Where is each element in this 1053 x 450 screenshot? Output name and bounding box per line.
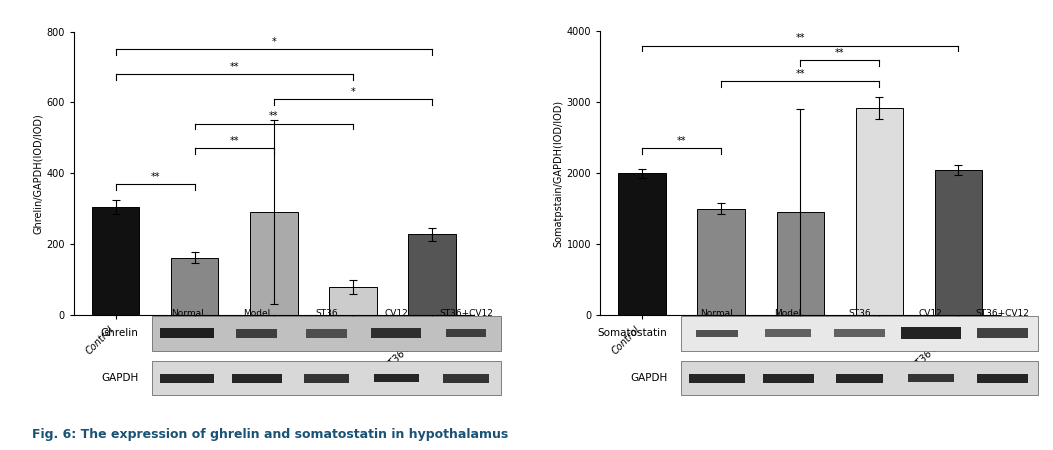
Bar xyxy=(160,328,215,338)
Bar xyxy=(250,212,298,315)
Text: ST36+CV12: ST36+CV12 xyxy=(439,309,493,318)
Text: CV12: CV12 xyxy=(384,309,409,318)
Text: *: * xyxy=(351,86,355,97)
Bar xyxy=(372,328,421,338)
Text: Normal: Normal xyxy=(171,309,203,318)
Bar xyxy=(153,361,501,395)
Bar xyxy=(92,207,139,315)
Bar xyxy=(409,234,456,315)
Text: **: ** xyxy=(677,136,687,146)
Bar xyxy=(697,209,744,315)
Bar xyxy=(762,374,814,383)
Bar xyxy=(443,374,489,382)
Text: **: ** xyxy=(269,111,279,122)
Bar xyxy=(834,329,885,338)
Bar xyxy=(935,170,982,315)
Text: **: ** xyxy=(835,48,845,58)
Bar xyxy=(171,257,218,315)
Bar xyxy=(977,328,1028,338)
Text: Normal: Normal xyxy=(700,309,733,318)
Text: **: ** xyxy=(230,136,239,146)
Bar xyxy=(681,316,1038,351)
Bar xyxy=(977,374,1028,382)
Bar xyxy=(374,374,419,382)
Bar xyxy=(836,374,882,382)
Text: Model: Model xyxy=(775,309,801,318)
Bar xyxy=(681,361,1038,395)
Bar xyxy=(696,330,737,337)
Text: **: ** xyxy=(151,171,160,182)
Bar xyxy=(304,374,350,382)
Text: ST36: ST36 xyxy=(848,309,871,318)
Text: **: ** xyxy=(795,69,806,79)
Text: ST36+CV12: ST36+CV12 xyxy=(975,309,1029,318)
Bar xyxy=(776,212,824,315)
Bar xyxy=(764,329,811,337)
Text: Model: Model xyxy=(243,309,271,318)
Text: Fig. 6: The expression of ghrelin and somatostatin in hypothalamus: Fig. 6: The expression of ghrelin and so… xyxy=(32,428,508,441)
Text: *: * xyxy=(272,37,276,47)
Bar xyxy=(900,327,961,339)
Bar xyxy=(689,374,744,383)
Text: Ghrelin: Ghrelin xyxy=(101,328,139,338)
Text: Somatostatin: Somatostatin xyxy=(597,328,668,338)
Bar xyxy=(330,288,377,315)
Text: CV12: CV12 xyxy=(919,309,942,318)
Text: GAPDH: GAPDH xyxy=(101,373,139,383)
Bar xyxy=(908,374,954,382)
Bar xyxy=(160,374,215,383)
Bar xyxy=(856,108,903,315)
Bar xyxy=(153,316,501,351)
Text: ST36: ST36 xyxy=(315,309,338,318)
Y-axis label: Somatpstain/GAPDH(IOD/IOD): Somatpstain/GAPDH(IOD/IOD) xyxy=(554,100,563,247)
Bar xyxy=(237,328,277,338)
Text: GAPDH: GAPDH xyxy=(630,373,668,383)
Bar xyxy=(232,374,282,383)
Text: **: ** xyxy=(795,33,806,43)
Bar xyxy=(306,328,346,338)
Text: **: ** xyxy=(230,62,239,72)
Bar xyxy=(618,173,665,315)
Bar xyxy=(445,329,486,338)
Y-axis label: Ghrelin/GAPDH(IOD/IOD): Ghrelin/GAPDH(IOD/IOD) xyxy=(34,113,43,234)
